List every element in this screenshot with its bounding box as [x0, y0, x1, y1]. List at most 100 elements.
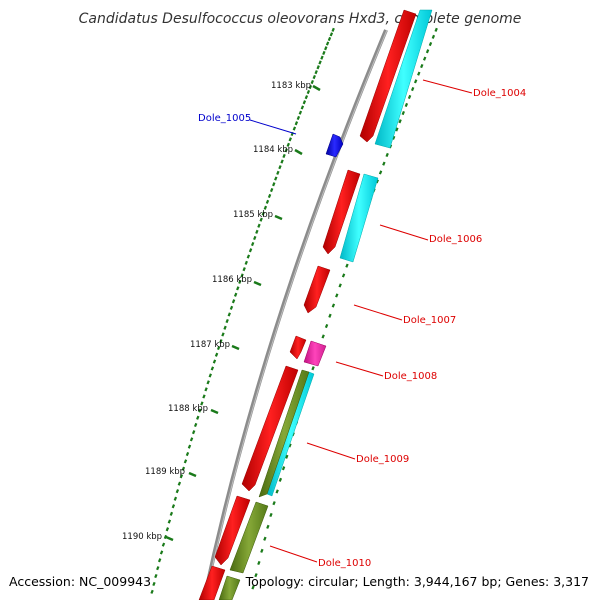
minor-tick [259, 217, 263, 222]
scale-dots-left [150, 27, 335, 594]
leader-line [335, 361, 384, 377]
leader-line [422, 79, 473, 94]
olive-feature[interactable] [229, 501, 269, 574]
minor-tick [316, 65, 320, 70]
minor-tick [227, 312, 231, 317]
gene-dole-1010-arrow[interactable] [214, 495, 251, 566]
major-tick [312, 84, 321, 92]
minor-tick [181, 466, 186, 471]
label-leaders [249, 79, 473, 563]
minor-tick [269, 187, 274, 193]
gene-label-dole-1009[interactable]: Dole_1009 [356, 454, 409, 465]
minor-tick [202, 394, 206, 399]
minor-tick [272, 182, 276, 187]
minor-tick [238, 279, 242, 284]
minor-tick [329, 32, 334, 37]
gene-labels: Dole_1004 Dole_1005 Dole_1006 Dole_1007 … [198, 88, 526, 569]
minor-tick [422, 56, 427, 61]
genome-backbone-highlight [204, 29, 388, 600]
minor-tick [219, 339, 223, 344]
minor-tick [244, 260, 248, 265]
minor-tick [261, 211, 265, 216]
minor-tick [253, 235, 257, 241]
minor-tick [298, 110, 303, 115]
minor-tick [236, 286, 240, 291]
gene-label-dole-1005[interactable]: Dole_1005 [198, 113, 251, 124]
minor-tick [322, 50, 326, 56]
minor-tick [345, 263, 349, 268]
kbp-label: 1187 kbp [190, 340, 230, 350]
minor-tick [246, 254, 251, 259]
olive-feature-track [218, 369, 310, 600]
gene-dole-1006-arrow[interactable] [322, 169, 361, 255]
major-tick [165, 535, 174, 542]
rna-feature[interactable] [303, 340, 327, 367]
minor-tick [167, 519, 172, 524]
minor-tick [248, 248, 253, 253]
minor-tick [281, 466, 286, 471]
scale-labels: 1183 kbp 1184 kbp 1185 kbp 1186 kbp 1187… [122, 81, 321, 542]
minor-tick [189, 437, 194, 442]
minor-tick [324, 323, 329, 329]
minor-tick [193, 422, 198, 428]
gene-dole-1007-arrow[interactable] [303, 265, 331, 314]
gene-label-dole-1004[interactable]: Dole_1004 [473, 88, 526, 99]
minor-tick [204, 387, 208, 392]
minor-tick [240, 273, 244, 278]
minor-tick [395, 127, 399, 132]
genome-backbone [202, 29, 388, 600]
minor-tick [398, 119, 402, 124]
minor-tick [321, 334, 325, 339]
genome-summary: Topology: circular; Length: 3,944,167 bp… [245, 574, 589, 589]
leader-line [379, 224, 429, 241]
minor-tick [269, 512, 273, 518]
cyan-feature[interactable] [339, 173, 379, 263]
minor-tick [152, 581, 156, 587]
minor-tick [284, 148, 288, 153]
minor-tick [331, 27, 335, 32]
minor-tick [300, 105, 305, 110]
minor-tick [425, 49, 430, 54]
minor-tick [263, 205, 268, 210]
minor-tick [280, 159, 284, 164]
minor-tick [292, 126, 297, 131]
gene-dole-1005-arrow[interactable] [325, 133, 344, 158]
kbp-label: 1189 kbp [145, 467, 185, 477]
minor-tick [173, 496, 178, 501]
minor-tick [314, 70, 318, 75]
kbp-label: 1186 kbp [212, 275, 252, 285]
minor-tick [255, 229, 259, 234]
minor-tick [331, 303, 336, 308]
olive-feature[interactable] [258, 369, 310, 498]
minor-tick [177, 481, 182, 486]
minor-tick [250, 241, 255, 247]
minor-tick [385, 152, 389, 158]
minor-tick [306, 89, 311, 95]
minor-tick [404, 102, 409, 108]
minor-tick [311, 366, 315, 371]
minor-tick [161, 542, 166, 547]
cyan-feature[interactable] [374, 9, 433, 149]
gene-dole-1004-arrow[interactable] [359, 9, 417, 143]
minor-tick [169, 511, 174, 516]
minor-tick [191, 430, 196, 435]
gene-label-dole-1010[interactable]: Dole_1010 [318, 558, 371, 569]
minor-tick [165, 527, 170, 532]
gene-label-dole-1007[interactable]: Dole_1007 [403, 315, 456, 326]
minor-tick [420, 63, 424, 69]
minor-tick [251, 585, 255, 590]
minor-tick [407, 94, 412, 100]
minor-tick [159, 550, 164, 555]
gene-dole-1009-arrow[interactable] [241, 365, 299, 492]
minor-tick [216, 345, 221, 351]
olive-feature[interactable] [218, 575, 241, 600]
minor-tick [382, 161, 386, 166]
minor-tick [171, 504, 176, 509]
gene-next-arrow[interactable] [198, 565, 226, 600]
gene-dole-1008-arrow[interactable] [289, 335, 307, 360]
gene-label-dole-1006[interactable]: Dole_1006 [429, 234, 482, 245]
accession-label: Accession: NC_009943 [9, 574, 151, 589]
gene-label-dole-1008[interactable]: Dole_1008 [384, 371, 437, 382]
minor-tick [265, 199, 270, 204]
